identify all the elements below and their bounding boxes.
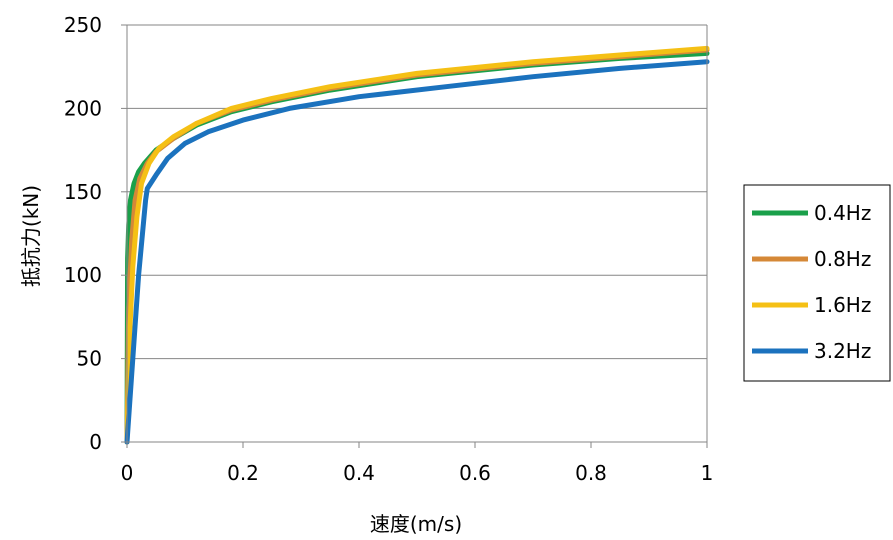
y-axis-title: 抵抗力(kN) — [19, 185, 43, 287]
tick-labels: 0 0.2 0.4 0.6 0.8 1 0 50 100 150 200 250 — [64, 13, 714, 485]
x-axis-title: 速度(m/s) — [370, 512, 462, 536]
y-tick-label: 0 — [89, 430, 102, 454]
x-tick-label: 0.6 — [459, 461, 491, 485]
x-tick-label: 0.8 — [575, 461, 607, 485]
x-tick-label: 0 — [121, 461, 134, 485]
x-tick-label: 0.4 — [343, 461, 375, 485]
y-tick-label: 100 — [64, 263, 102, 287]
x-tick-label: 0.2 — [227, 461, 259, 485]
y-tick-label: 200 — [64, 96, 102, 120]
y-tick-label: 150 — [64, 180, 102, 204]
y-tick-label: 50 — [77, 347, 102, 371]
x-tick-label: 1 — [701, 461, 714, 485]
grid-lines — [127, 24, 707, 360]
series-line-0.4Hz — [124, 50, 710, 445]
legend-label: 0.4Hz — [814, 201, 871, 225]
legend-label: 3.2Hz — [814, 339, 871, 363]
legend-label: 0.8Hz — [814, 247, 871, 271]
y-tick-label: 250 — [64, 13, 102, 37]
legend-box — [743, 184, 891, 382]
series-lines — [124, 45, 710, 445]
series-line-1.6Hz — [124, 45, 710, 445]
legend-label: 1.6Hz — [814, 293, 871, 317]
legend: 0.4Hz 0.8Hz 1.6Hz 3.2Hz — [743, 184, 891, 382]
series-line-3.2Hz — [124, 59, 710, 445]
axes — [121, 24, 708, 448]
